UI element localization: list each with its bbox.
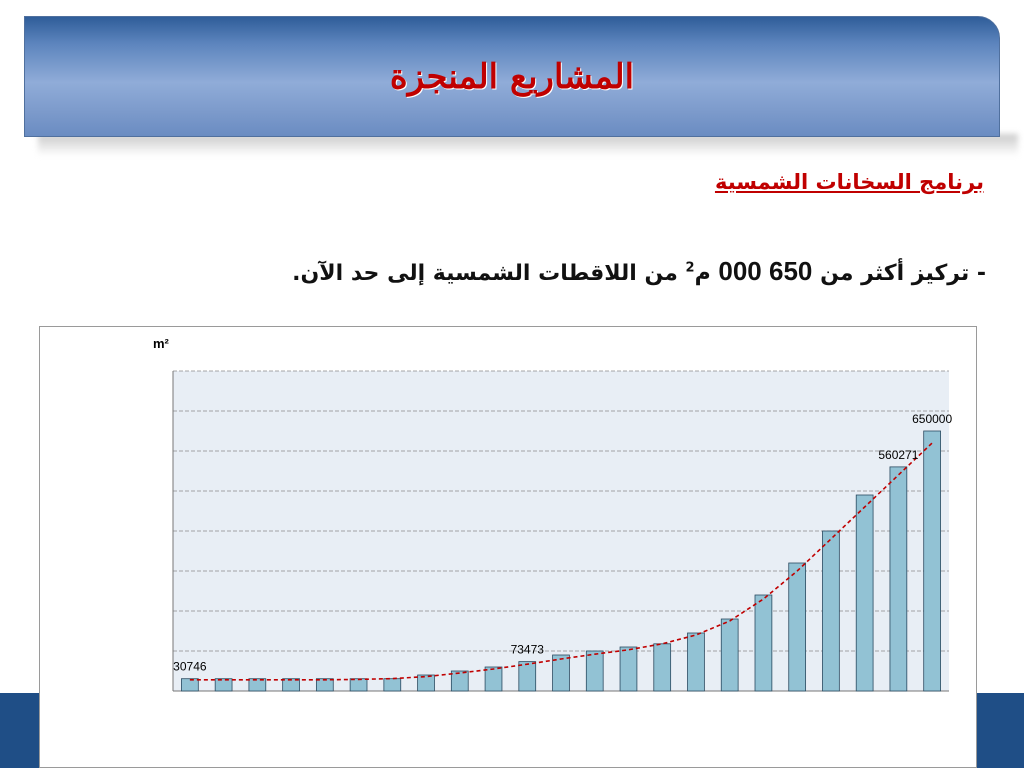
- bar: [788, 562, 807, 692]
- bar: [181, 678, 199, 692]
- chart-frame: m² 30746 73473 560271 650000: [39, 326, 977, 768]
- bar: [214, 678, 233, 692]
- bar: [889, 466, 908, 692]
- bar: [248, 678, 267, 692]
- bullet-unit-sup: 2: [685, 260, 695, 276]
- bar: [349, 678, 368, 692]
- data-label: 650000: [912, 412, 952, 426]
- bar: [687, 632, 705, 692]
- bar: [855, 494, 874, 692]
- section-subtitle: برنامج السخانات الشمسية: [714, 170, 984, 194]
- bullet-number: 650 000: [718, 256, 813, 286]
- data-label: 30746: [173, 660, 207, 674]
- bar-chart: 30746 73473 560271 650000: [172, 370, 952, 692]
- bar: [653, 643, 672, 692]
- bar: [619, 646, 638, 692]
- bar: [552, 654, 570, 692]
- bar: [923, 430, 941, 692]
- bar: [720, 618, 739, 692]
- bar: [822, 530, 840, 692]
- y-unit-label: m²: [153, 336, 169, 351]
- bullet-unit: م: [694, 261, 719, 286]
- bullet-suffix: من اللاقطات الشمسية إلى حد الآن.: [292, 261, 686, 286]
- bar: [417, 674, 435, 692]
- summary-bullet: - تركيز أكثر من 650 000 م2 من اللاقطات ا…: [292, 256, 986, 287]
- page-title: المشاريع المنجزة: [389, 57, 635, 97]
- title-banner: المشاريع المنجزة: [24, 16, 1000, 137]
- bar: [383, 678, 402, 692]
- data-label: 560271: [878, 448, 918, 462]
- bar: [585, 650, 604, 692]
- title-shadow: [38, 134, 1018, 156]
- bar: [518, 661, 537, 692]
- bar: [282, 678, 300, 692]
- bar: [450, 670, 469, 692]
- trend-line: [189, 442, 933, 681]
- bar: [315, 678, 334, 692]
- bullet-prefix: - تركيز أكثر من: [812, 261, 986, 286]
- bar: [484, 666, 503, 692]
- bar: [754, 594, 773, 692]
- data-label: 73473: [511, 643, 545, 657]
